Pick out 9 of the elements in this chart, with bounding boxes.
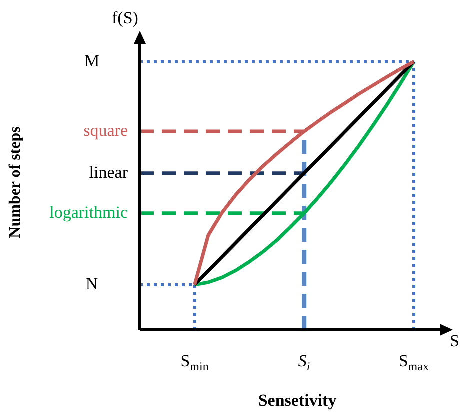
text: M	[84, 51, 100, 70]
x-axis-title: Sensetivity	[258, 391, 338, 410]
text: Number of steps	[7, 126, 24, 238]
text: f(S)	[112, 8, 138, 28]
text: N	[86, 274, 98, 294]
text: linear	[89, 162, 128, 182]
text: square	[84, 121, 128, 140]
text: logarithmic	[50, 202, 128, 222]
text: S	[450, 331, 460, 350]
